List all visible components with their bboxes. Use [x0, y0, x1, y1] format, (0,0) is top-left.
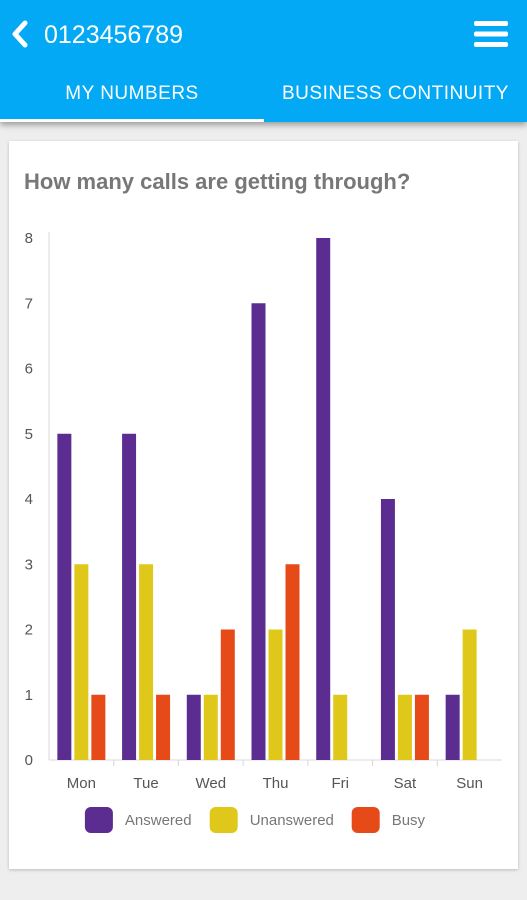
chevron-left-icon [12, 20, 28, 48]
tab-label: MY NUMBERS [65, 83, 199, 104]
y-tick-label: 0 [25, 752, 33, 769]
x-tick-label: Sun [456, 775, 483, 792]
bar-unanswered-mon [74, 564, 89, 760]
x-tick-label: Tue [133, 775, 158, 792]
calls-chart-card: How many calls are getting through? 0 1 2 3… [9, 141, 518, 869]
bar-busy-mon [91, 694, 106, 760]
bar-unanswered-fri [333, 694, 348, 760]
bar-answered-sat [380, 499, 395, 760]
bar-unanswered-thu [268, 629, 283, 760]
bar-answered-fri [316, 238, 331, 760]
y-tick-label: 6 [25, 361, 33, 378]
bar-busy-wed [220, 629, 235, 760]
bar-answered-wed [186, 694, 201, 760]
y-tick-label: 3 [25, 556, 33, 573]
x-tick-label: Thu [263, 775, 289, 792]
bar-answered-mon [57, 433, 72, 760]
x-tick-label: Fri [331, 775, 349, 792]
y-tick-label: 8 [25, 230, 33, 247]
legend-swatch [209, 807, 238, 833]
y-tick-label: 5 [25, 426, 33, 443]
selected-tab-indicator [0, 119, 264, 122]
x-tick-label: Wed [195, 775, 226, 792]
y-tick-label: 4 [25, 491, 33, 508]
bar-unanswered-tue [139, 564, 154, 760]
y-tick-label: 2 [25, 622, 33, 639]
tab-label: BUSINESS CONTINUITY [282, 83, 509, 104]
bar-unanswered-sun [462, 629, 477, 760]
app-bar: 0123456789 MY NUMBERS BUSINESS CONTINUIT… [0, 0, 527, 122]
bar-answered-thu [251, 303, 266, 760]
legend-label: Busy [392, 812, 426, 829]
calls-bar-chart: 0 1 2 3 4 5 6 7 8 Mon Tue Wed Thu Fri Sat Sun Answered Un… [25, 230, 502, 833]
legend-label: Unanswered [250, 812, 334, 829]
bar-busy-thu [285, 564, 300, 760]
bar-answered-sun [445, 694, 460, 760]
y-tick-label: 1 [25, 687, 33, 704]
y-tick-label: 7 [25, 295, 33, 312]
hamburger-menu-icon [474, 21, 508, 47]
legend-swatch [351, 807, 380, 833]
back-button[interactable] [0, 8, 40, 60]
x-tick-label: Sat [394, 775, 417, 792]
tab-business-continuity[interactable]: BUSINESS CONTINUITY [264, 68, 527, 120]
bar-busy-tue [156, 694, 171, 760]
card-title: How many calls are getting through? [24, 169, 411, 194]
legend-label: Answered [125, 812, 192, 829]
bar-busy-sat [414, 694, 429, 760]
menu-button[interactable] [469, 12, 513, 56]
bar-answered-tue [122, 433, 137, 760]
page-title: 0123456789 [44, 21, 184, 49]
legend-swatch [84, 807, 113, 833]
bar-unanswered-wed [203, 694, 218, 760]
x-tick-label: Mon [67, 775, 96, 792]
bar-unanswered-sat [397, 694, 412, 760]
tab-my-numbers[interactable]: MY NUMBERS [0, 68, 264, 120]
